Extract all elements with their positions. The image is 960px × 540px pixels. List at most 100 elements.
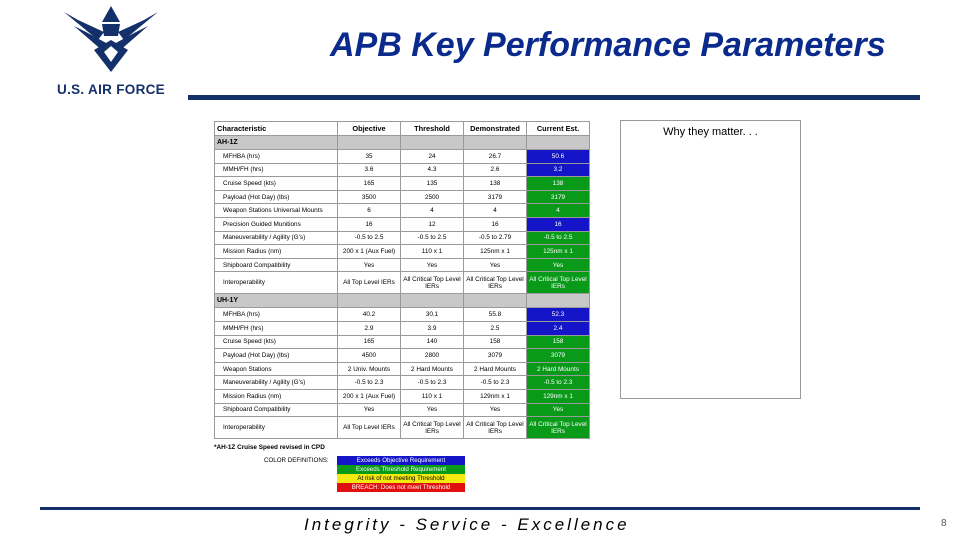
value-cell: 2.6 <box>463 162 527 178</box>
characteristic-cell: Mission Radius (nm) <box>214 388 338 404</box>
status-cell: 2 Hard Mounts <box>526 361 590 377</box>
value-cell: -0.5 to 2.5 <box>337 230 401 246</box>
air-force-logo: U.S. AIR FORCE <box>38 6 184 97</box>
legend-item: At risk of not meeting Threshold <box>337 474 465 483</box>
color-definitions-label: COLOR DEFINITIONS: <box>264 457 329 464</box>
status-cell: All Critical Top Level IERs <box>526 416 590 440</box>
column-header: Current Est. <box>526 121 590 136</box>
value-cell: -0.5 to 2.5 <box>400 230 464 246</box>
status-cell: 125nm x 1 <box>526 244 590 259</box>
value-cell: 2 Hard Mounts <box>400 361 464 377</box>
status-cell: -0.5 to 2.3 <box>526 375 590 390</box>
characteristic-cell: Precision Guided Munitions <box>214 216 338 232</box>
slide-title: APB Key Performance Parameters <box>330 26 886 64</box>
value-cell: 3079 <box>463 348 527 363</box>
table-row: MMH/FH (hrs) 2.9 3.9 2.5 2.4 <box>214 320 590 336</box>
value-cell: 125nm x 1 <box>463 244 527 259</box>
table-row: Cruise Speed (kts) 165 140 158 158 <box>214 334 590 350</box>
table-row: Maneuverability / Agility (G's) -0.5 to 2… <box>214 375 590 390</box>
value-cell: 165 <box>337 334 401 350</box>
value-cell: 12 <box>400 216 464 232</box>
value-cell: 200 x 1 (Aux Fuel) <box>337 244 401 259</box>
value-cell: 2500 <box>400 189 464 205</box>
section-label: UH-1Y <box>214 293 338 309</box>
status-cell: 16 <box>526 216 590 232</box>
table-row: MFHBA (hrs) 35 24 26.7 50.6 <box>214 149 590 164</box>
bottom-divider <box>40 507 920 510</box>
characteristic-cell: Interoperability <box>214 416 338 440</box>
section-row: AH-1Z <box>214 135 590 150</box>
status-cell: 158 <box>526 334 590 350</box>
value-cell: 158 <box>463 334 527 350</box>
table-row: MFHBA (hrs) 40.2 30.1 55.8 52.3 <box>214 307 590 322</box>
value-cell: 3.6 <box>337 162 401 178</box>
section-blank-cell <box>463 293 527 309</box>
value-cell: Yes <box>463 402 527 418</box>
section-row: UH-1Y <box>214 293 590 309</box>
table-row: Shipboard Compatibility Yes Yes Yes Yes <box>214 257 590 273</box>
value-cell: Yes <box>400 257 464 273</box>
kpp-table-header: Characteristic Objective Threshold Demonstr… <box>214 121 590 136</box>
logo-text: U.S. AIR FORCE <box>57 82 165 97</box>
characteristic-cell: Cruise Speed (kts) <box>214 334 338 350</box>
status-cell: 52.3 <box>526 307 590 322</box>
top-divider <box>188 95 920 100</box>
kpp-table-body: AH-1Z MFHBA (hrs) 35 24 26.7 50.6 MMH/FH (hrs)… <box>214 135 590 440</box>
value-cell: 40.2 <box>337 307 401 322</box>
section-blank-cell <box>337 293 401 309</box>
characteristic-cell: Shipboard Compatibility <box>214 257 338 273</box>
value-cell: All Critical Top Level IERs <box>400 271 464 295</box>
status-cell: 129nm x 1 <box>526 388 590 404</box>
status-cell: 50.6 <box>526 149 590 164</box>
note-text: Why they matter. . . <box>663 126 758 138</box>
value-cell: 110 x 1 <box>400 244 464 259</box>
characteristic-cell: Mission Radius (nm) <box>214 244 338 259</box>
value-cell: 2 Univ. Mounts <box>337 361 401 377</box>
value-cell: All Critical Top Level IERs <box>463 271 527 295</box>
value-cell: 3500 <box>337 189 401 205</box>
value-cell: 135 <box>400 176 464 191</box>
value-cell: 3179 <box>463 189 527 205</box>
characteristic-cell: Maneuverability / Agility (G's) <box>214 375 338 390</box>
table-row: Mission Radius (nm) 200 x 1 (Aux Fuel) 110… <box>214 388 590 404</box>
characteristic-cell: Payload (Hot Day) (lbs) <box>214 348 338 363</box>
column-header: Demonstrated <box>463 121 527 136</box>
value-cell: 4500 <box>337 348 401 363</box>
value-cell: 16 <box>463 216 527 232</box>
value-cell: All Critical Top Level IERs <box>463 416 527 440</box>
page-number: 8 <box>941 518 947 529</box>
value-cell: 35 <box>337 149 401 164</box>
table-row: Weapon Stations 2 Univ. Mounts 2 Hard Moun… <box>214 361 590 377</box>
value-cell: 6 <box>337 203 401 218</box>
status-cell: 4 <box>526 203 590 218</box>
table-row: Payload (Hot Day) (lbs) 4500 2800 3079 3079 <box>214 348 590 363</box>
characteristic-cell: Weapon Stations Universal Mounts <box>214 203 338 218</box>
section-label: AH-1Z <box>214 135 338 150</box>
status-cell: All Critical Top Level IERs <box>526 271 590 295</box>
characteristic-cell: Cruise Speed (kts) <box>214 176 338 191</box>
value-cell: Yes <box>463 257 527 273</box>
value-cell: 129nm x 1 <box>463 388 527 404</box>
status-cell: 3.2 <box>526 162 590 178</box>
status-cell: -0.5 to 2.5 <box>526 230 590 246</box>
legend-item: BREACH: Does not meet Threshold <box>337 483 465 492</box>
section-blank-cell <box>526 135 590 150</box>
value-cell: 165 <box>337 176 401 191</box>
value-cell: 2.5 <box>463 320 527 336</box>
characteristic-cell: MFHBA (hrs) <box>214 149 338 164</box>
legend-item: Exceeds Objective Requirement <box>337 456 465 465</box>
legend-item: Exceeds Threshold Requirement <box>337 465 465 474</box>
value-cell: 55.8 <box>463 307 527 322</box>
kpp-table: Characteristic Objective Threshold Demonstr… <box>214 121 590 440</box>
value-cell: 4.3 <box>400 162 464 178</box>
value-cell: All Top Level IERs <box>337 416 401 440</box>
value-cell: -0.5 to 2.3 <box>400 375 464 390</box>
value-cell: 2800 <box>400 348 464 363</box>
status-cell: 138 <box>526 176 590 191</box>
table-row: MMH/FH (hrs) 3.6 4.3 2.6 3.2 <box>214 162 590 178</box>
value-cell: 30.1 <box>400 307 464 322</box>
characteristic-cell: MMH/FH (hrs) <box>214 320 338 336</box>
value-cell: 16 <box>337 216 401 232</box>
header-row: Characteristic Objective Threshold Demonstr… <box>214 121 590 136</box>
table-row: Maneuverability / Agility (G's) -0.5 to 2… <box>214 230 590 246</box>
